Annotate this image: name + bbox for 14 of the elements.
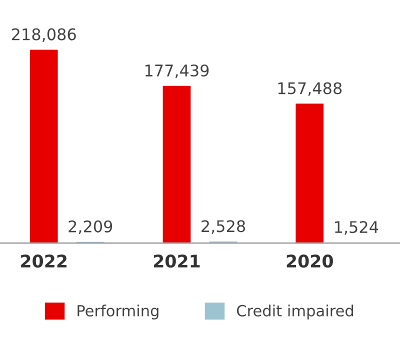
data-label: 177,439: [145, 64, 209, 78]
bar: [161, 84, 192, 244]
data-label: 2,528: [202, 220, 246, 234]
x-tick-label: 2021: [154, 254, 200, 268]
data-label: 2,209: [68, 220, 112, 234]
legend-label: Credit impaired: [236, 304, 354, 320]
x-tick-label: 2022: [21, 254, 67, 268]
data-label: 157,488: [278, 82, 342, 96]
legend-label: Performing: [78, 304, 158, 320]
data-label: 218,086: [12, 28, 76, 42]
bar: [28, 48, 60, 244]
x-tick-label: 2020: [286, 254, 333, 268]
bar: [294, 102, 325, 244]
data-label: 1,524: [335, 221, 378, 235]
